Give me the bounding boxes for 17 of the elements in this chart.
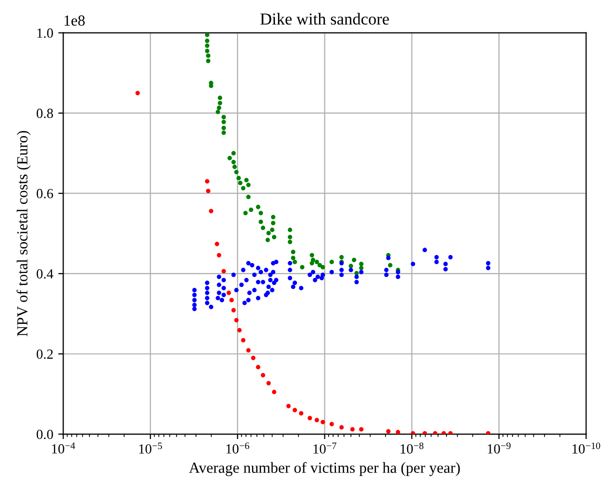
y-axis-title: NPV of total societal costs (Euro) <box>16 130 31 336</box>
x-tick-label: 10$^{−8}$ <box>400 442 424 454</box>
y-tick-label: 0.8 <box>36 108 53 118</box>
text: 1e8 <box>64 15 85 26</box>
y-tick-label: 0.6 <box>36 188 54 198</box>
x-tick-label: 10$^{−5}$ <box>139 442 162 454</box>
x-tick-label: 10$^{−4}$ <box>52 442 76 454</box>
y-tick-label: 0.0 <box>36 430 53 440</box>
x-tick-label: 10$^{−6}$ <box>226 442 250 454</box>
x-tick-label: 10$^{−10}$ <box>572 442 600 454</box>
y-tick-label: 0.4 <box>36 269 54 279</box>
x-axis-title: Average number of victims per ha (per year) <box>189 462 460 476</box>
chart-title: Dike with sandcore <box>260 12 389 25</box>
y-tick-label: 0.2 <box>36 349 53 359</box>
y-tick-label: 1.0 <box>37 28 53 38</box>
x-tick-label: 10$^{−9}$ <box>488 442 511 454</box>
x-tick-label: 10$^{−7}$ <box>314 442 336 454</box>
